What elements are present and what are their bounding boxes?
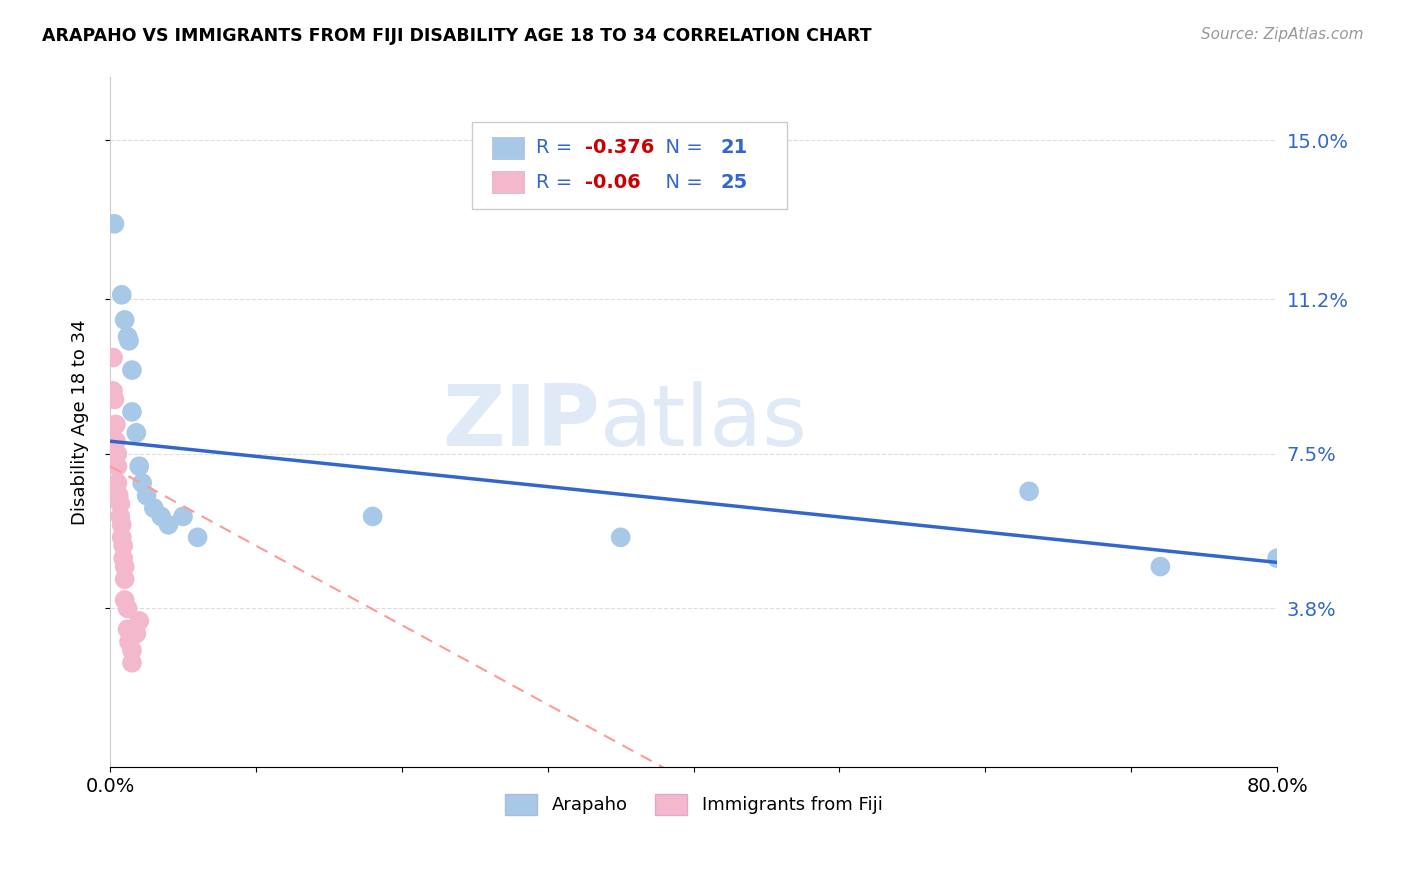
Point [125,425,148,440]
Point [1149,559,1171,574]
Point [103,392,125,407]
Text: R =: R = [536,138,578,157]
Point [121,656,143,670]
Point [114,559,136,574]
Point [121,405,143,419]
Point [135,489,157,503]
Text: 25: 25 [720,173,748,192]
Point [111,288,134,302]
Text: Source: ZipAtlas.com: Source: ZipAtlas.com [1201,27,1364,42]
FancyBboxPatch shape [492,136,524,159]
Point [172,509,194,524]
Point [101,384,124,398]
Point [1018,484,1040,499]
Point [150,509,173,524]
Point [105,447,128,461]
Point [128,614,150,628]
Point [1265,551,1288,566]
Point [114,593,136,607]
Point [105,459,128,474]
Point [111,517,134,532]
FancyBboxPatch shape [492,171,524,194]
Point [125,626,148,640]
Point [128,459,150,474]
Point [121,643,143,657]
Point [117,601,139,615]
Legend: Arapaho, Immigrants from Fiji: Arapaho, Immigrants from Fiji [496,785,891,824]
Point [111,530,134,544]
Point [105,475,128,490]
Point [114,572,136,586]
Point [103,217,125,231]
Text: -0.06: -0.06 [585,173,641,192]
Point [187,530,209,544]
Text: R =: R = [536,173,578,192]
Point [117,329,139,343]
Y-axis label: Disability Age 18 to 34: Disability Age 18 to 34 [72,319,89,525]
Point [108,489,131,503]
Point [142,501,165,516]
Point [118,635,141,649]
FancyBboxPatch shape [472,122,787,209]
Point [110,497,132,511]
Point [157,517,180,532]
Point [609,530,631,544]
Point [118,334,141,348]
Text: N =: N = [652,138,709,157]
Point [121,363,143,377]
Point [110,509,132,524]
Point [112,539,135,553]
Text: ARAPAHO VS IMMIGRANTS FROM FIJI DISABILITY AGE 18 TO 34 CORRELATION CHART: ARAPAHO VS IMMIGRANTS FROM FIJI DISABILI… [42,27,872,45]
Text: atlas: atlas [600,381,808,464]
Point [117,622,139,636]
Point [104,417,127,432]
Point [131,475,153,490]
Text: ZIP: ZIP [443,381,600,464]
Point [101,351,124,365]
Point [112,551,135,566]
Point [361,509,384,524]
Point [104,434,127,449]
Text: 21: 21 [720,138,748,157]
Text: -0.376: -0.376 [585,138,654,157]
Text: N =: N = [652,173,709,192]
Point [114,313,136,327]
